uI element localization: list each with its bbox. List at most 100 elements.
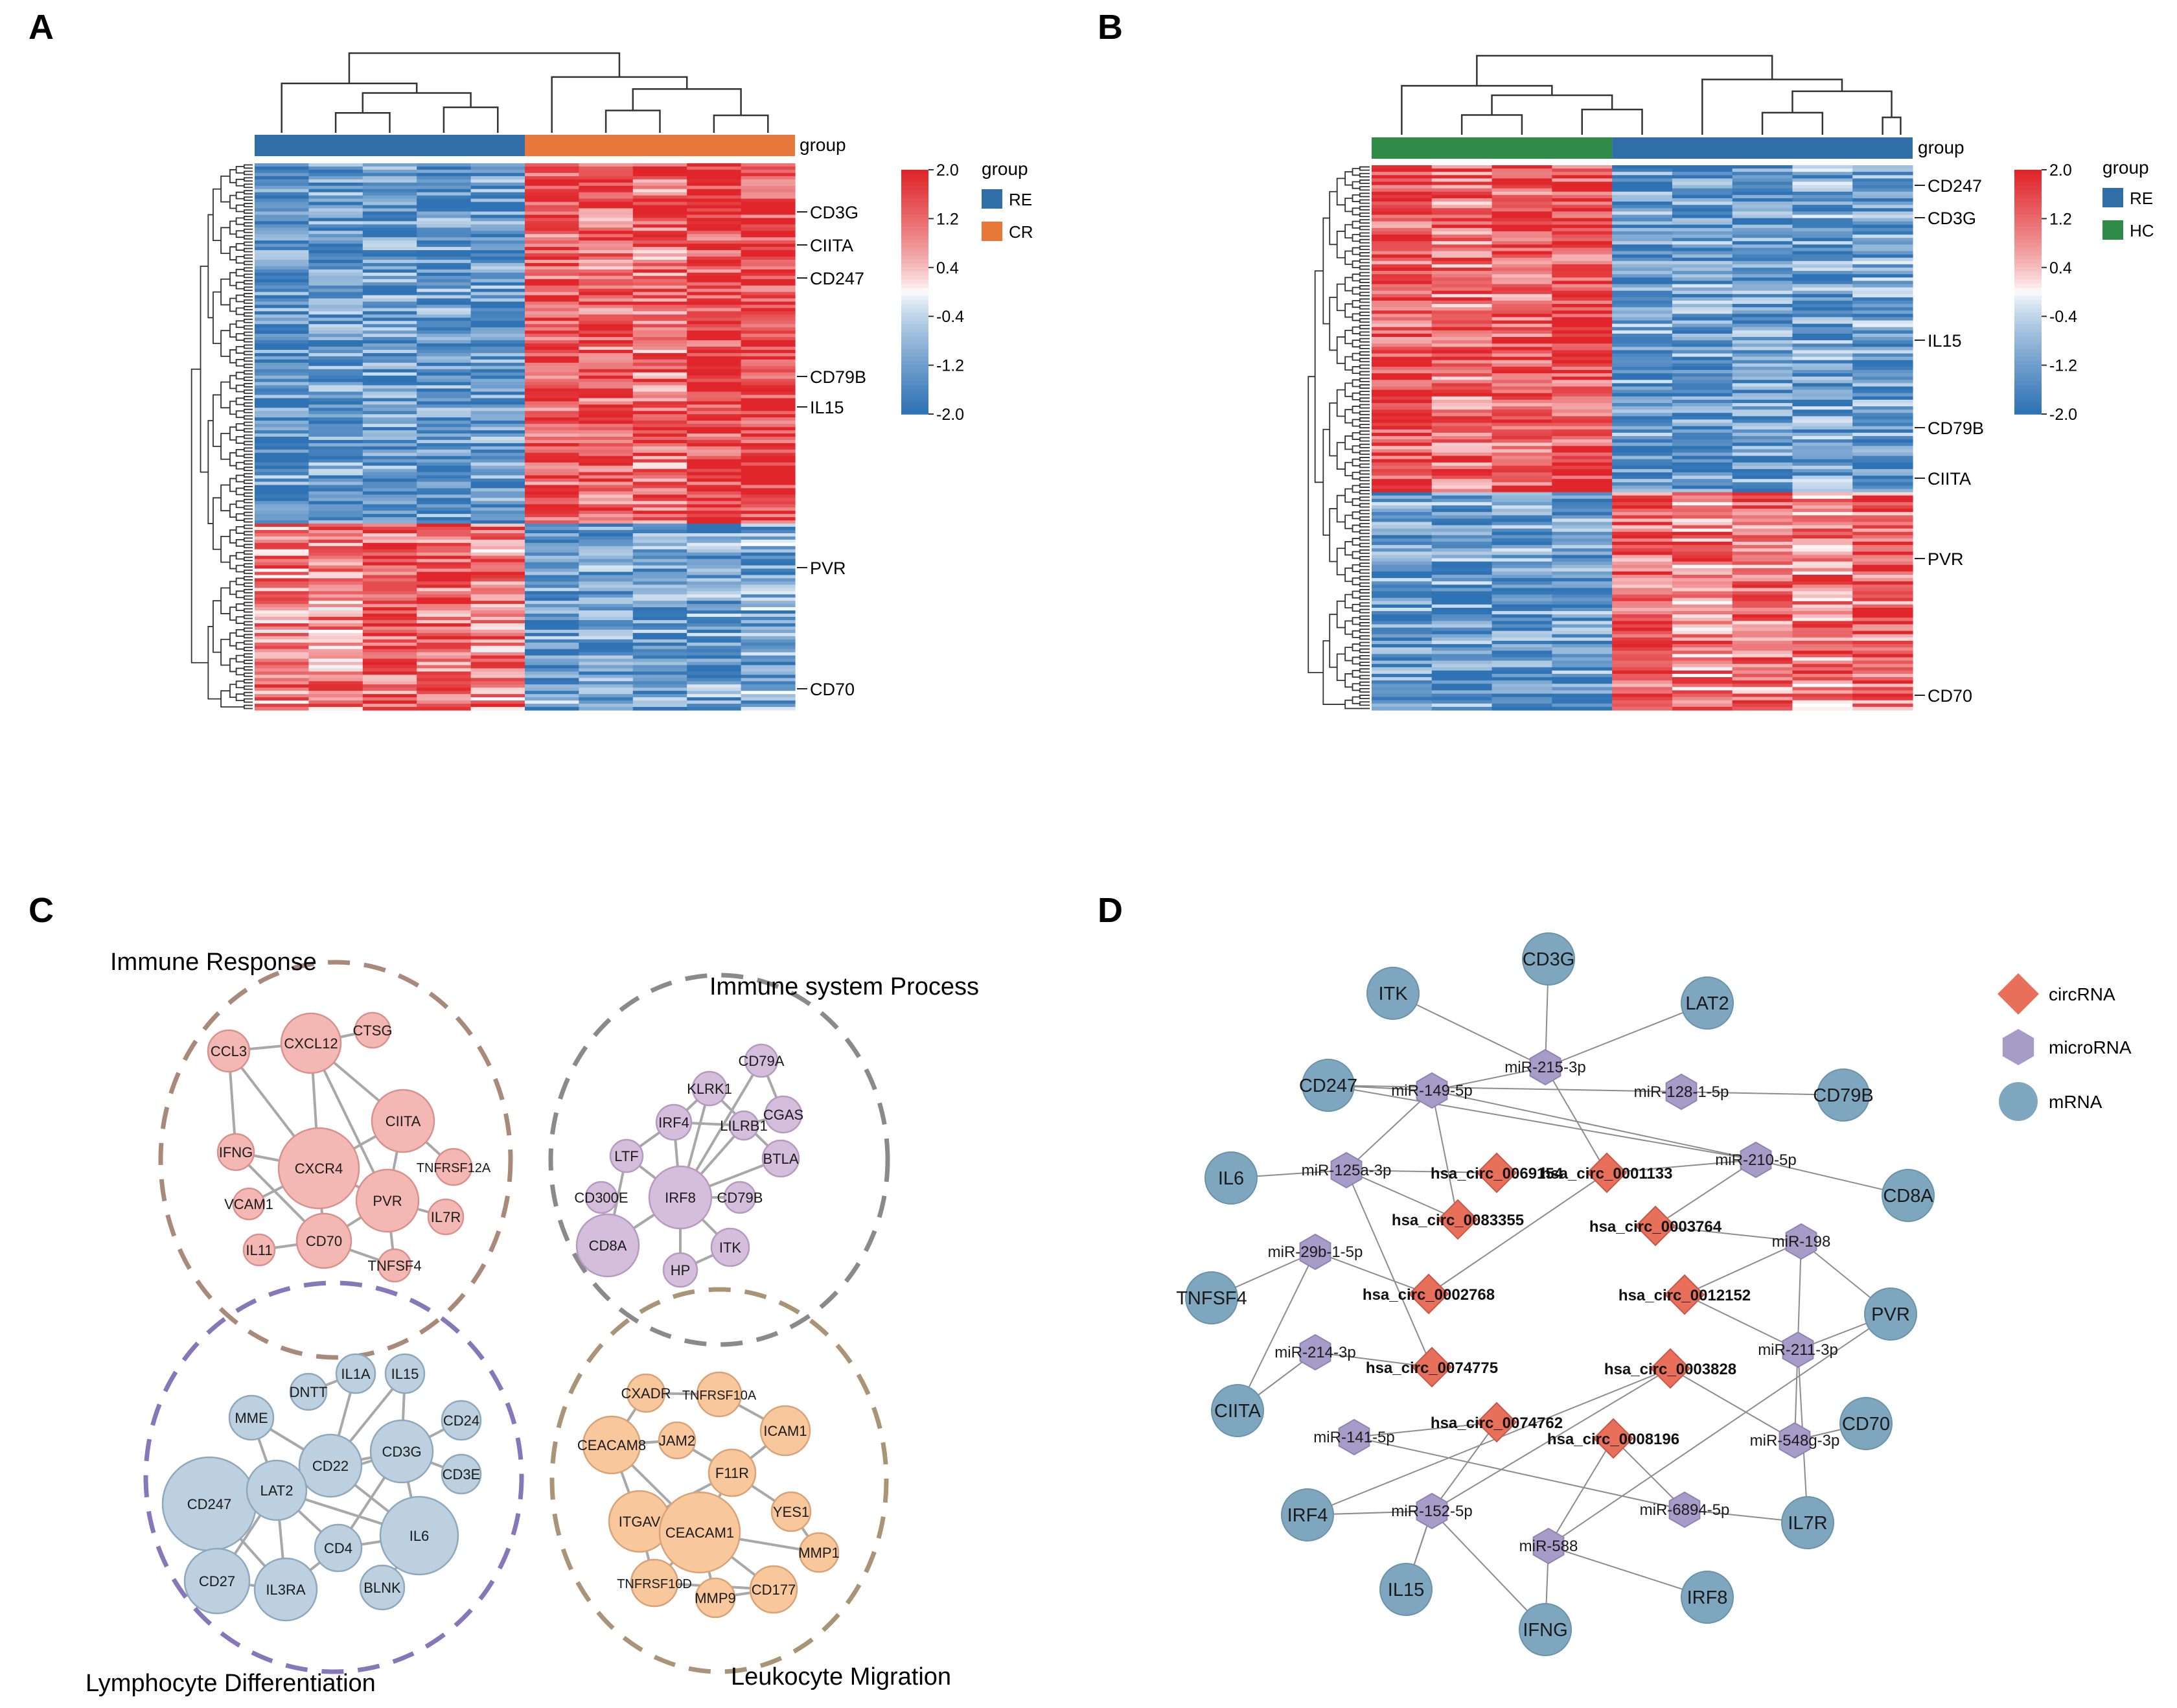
heatmap-cell [741,475,796,479]
column-dendrogram [281,52,769,133]
heatmap-cell [1552,191,1613,196]
heatmap-cell [741,198,796,203]
heatmap-cell [1672,211,1733,216]
heatmap-cell [525,700,579,704]
dendrogram-branch [243,267,253,272]
color-scale-step [2014,304,2042,309]
heatmap-cell [308,671,363,675]
heatmap-cell [1612,294,1673,298]
heatmap-cell [1372,545,1433,549]
heatmap-cell [1612,512,1673,516]
heatmap-cell [525,459,579,463]
dendrogram-branch [235,680,244,689]
color-scale-step [901,275,928,281]
color-scale-step [2014,295,2042,301]
heatmap-cell [417,176,472,180]
dendrogram-branch [1344,171,1353,186]
heatmap-cell [579,282,634,286]
heatmap-cell [632,269,687,273]
heatmap-cell [1492,472,1552,476]
heatmap-cell [525,681,579,685]
heatmap-cell [362,398,417,402]
heatmap-cell [1732,235,1793,238]
heatmap-cell [255,337,309,341]
heatmap-cell [470,231,525,235]
heatmap-cell [1732,525,1793,529]
heatmap-cell [470,172,525,177]
heatmap-cell [1552,693,1613,698]
heatmap-cell [470,607,525,611]
heatmap-cell [362,411,417,415]
heatmap-cell [579,684,634,688]
heatmap-cell [687,221,742,225]
heatmap-cell [741,385,796,389]
color-scale-step [2014,373,2042,378]
heatmap-cell [1672,380,1733,384]
heatmap-cell [308,494,363,498]
heatmap-cell [632,488,687,492]
heatmap-cell [255,529,309,534]
heatmap-cell [525,559,579,563]
heatmap-cell [1732,307,1793,311]
heatmap-cell [362,231,417,235]
heatmap-cell [579,321,634,325]
heatmap-cell [362,427,417,431]
heatmap-cell [308,224,363,228]
heatmap-cell [470,198,525,203]
heatmap-cell [687,645,742,650]
heatmap-cell [579,494,634,498]
heatmap-cell [632,571,687,576]
heatmap-cell [1852,426,1913,430]
dendrogram-branch [1359,292,1370,297]
heatmap-cell [308,391,363,396]
heatmap-cell [632,324,687,328]
heatmap-cell [1372,227,1433,232]
heatmap-cell [1431,370,1493,374]
heatmap-cell [1732,175,1793,179]
dendrogram-branch [334,112,391,133]
heatmap-cell [1552,673,1613,678]
heatmap-cell [741,343,796,347]
heatmap-cell [255,707,309,711]
heatmap-cell [1672,555,1733,559]
heatmap-cell [308,529,363,534]
heatmap-cell [1732,509,1793,513]
heatmap-cell [741,481,796,486]
heatmap-cell [308,385,363,389]
heatmap-cell [1492,634,1552,638]
heatmap-cell [308,359,363,364]
heatmap-cell [579,327,634,331]
heatmap-cell [417,678,472,682]
heatmap-cell [632,343,687,347]
heatmap-cell [1612,640,1673,645]
dendrogram-branch [1359,655,1370,660]
heatmap-cell [1492,268,1552,271]
color-scale-step [901,267,928,272]
heatmap-cell [579,221,634,225]
heatmap-cell [1852,304,1913,308]
heatmap-cell [687,250,742,254]
heatmap-cell [687,655,742,660]
heatmap-cell [687,575,742,579]
dendrogram-branch [1352,485,1360,493]
heatmap-cell [1732,205,1793,209]
heatmap-cell [1792,350,1853,354]
heatmap-cell [362,205,417,209]
gene-node-label: IL1A [341,1366,371,1382]
dendrogram-branch [1359,681,1370,686]
dendrogram-branch [243,254,253,259]
gene-node [658,1491,741,1574]
heatmap-cell [1672,640,1733,645]
network-edge [1315,1251,1429,1295]
heatmap-cell [255,597,309,601]
gene-node-label: CXADR [621,1385,671,1402]
heatmap-cell [1431,542,1493,546]
heatmap-cell [1552,323,1613,328]
heatmap-cell [687,292,742,296]
heatmap-cell [1672,429,1733,433]
heatmap-cell [632,704,687,708]
heatmap-cell [579,581,634,585]
dendrogram-branch [1344,514,1353,529]
heatmap-cell [741,272,796,277]
heatmap-cell [1672,687,1733,691]
